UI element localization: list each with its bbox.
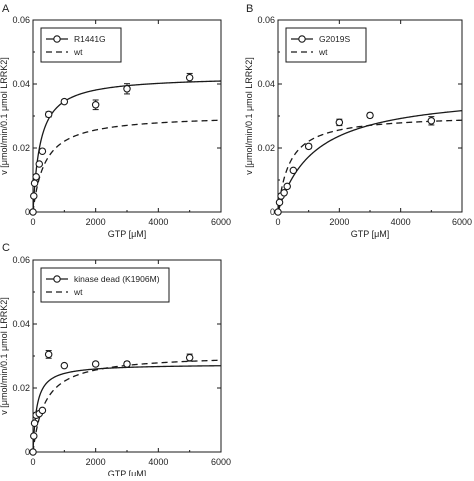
y-axis-label: v [μmol/min/0.1 μmol LRRK2] xyxy=(0,57,9,174)
data-point xyxy=(91,360,100,368)
y-tick-label: 0.04 xyxy=(257,79,275,89)
data-point xyxy=(185,353,194,362)
chart-panel-a: A 0 2000 4000 6000 0 0.02 0.04 0.06 GTP [μM] v [μm… xyxy=(0,3,231,239)
data-point xyxy=(304,142,313,151)
legend-label: R1441G xyxy=(74,34,106,44)
data-point xyxy=(123,85,131,93)
series-curve-mutant xyxy=(33,365,221,452)
data-point xyxy=(123,360,131,368)
y-tick-label: 0 xyxy=(270,207,275,217)
data-point xyxy=(274,208,282,216)
x-tick-label: 4000 xyxy=(391,217,411,227)
data-point xyxy=(185,73,194,82)
data-point xyxy=(35,160,44,168)
data-point xyxy=(60,97,69,106)
x-tick-label: 0 xyxy=(30,457,35,467)
data-point xyxy=(30,432,38,440)
y-tick-label: 0.04 xyxy=(12,319,30,329)
data-point xyxy=(366,111,374,120)
legend-label: G2019S xyxy=(319,34,351,44)
legend: kinase dead (K1906M) wt xyxy=(40,267,170,303)
y-tick-label: 0.06 xyxy=(257,15,275,25)
y-tick-label: 0.04 xyxy=(12,79,30,89)
legend-box xyxy=(40,27,122,63)
data-point xyxy=(30,192,38,200)
x-axis-label: GTP [μM] xyxy=(108,469,147,476)
legend-label: wt xyxy=(73,287,83,297)
data-point xyxy=(275,198,284,207)
chart-panel-c: C 0 2000 4000 6000 0 0.02 0.04 0.06 GTP [μM] v [μm… xyxy=(0,242,231,479)
y-tick-label: 0.06 xyxy=(12,15,30,25)
x-tick-label: 4000 xyxy=(148,217,168,227)
y-tick-label: 0.02 xyxy=(12,383,30,393)
panel-label: B xyxy=(246,3,253,15)
data-point xyxy=(38,406,47,415)
data-point xyxy=(289,166,298,175)
data-point xyxy=(91,101,100,109)
legend: G2019S wt xyxy=(285,27,367,63)
series-curve-wt xyxy=(33,119,221,212)
data-point xyxy=(335,118,344,127)
y-tick-label: 0.02 xyxy=(257,143,275,153)
chart-panel-b: B 0 2000 4000 6000 0 0.02 0.04 0.06 GTP [μM] v [μm… xyxy=(244,3,472,239)
x-tick-label: 0 xyxy=(275,217,280,227)
data-point xyxy=(29,208,37,216)
series-curve-wt xyxy=(278,119,462,212)
x-tick-label: 2000 xyxy=(86,457,106,467)
data-point xyxy=(44,350,53,359)
y-tick-label: 0.06 xyxy=(12,255,30,265)
data-point xyxy=(44,110,53,119)
data-point xyxy=(32,173,40,181)
x-tick-label: 6000 xyxy=(211,217,231,227)
legend-box xyxy=(40,267,170,303)
y-axis-label: v [μmol/min/0.1 μmol LRRK2] xyxy=(0,297,9,414)
legend-label: kinase dead (K1906M) xyxy=(74,274,160,284)
legend-label: wt xyxy=(318,47,328,57)
series-curve-mutant xyxy=(33,80,221,212)
legend-marker xyxy=(53,35,61,43)
legend-marker xyxy=(298,35,306,43)
legend: R1441G wt xyxy=(40,27,122,63)
data-point xyxy=(38,147,47,155)
x-tick-label: 6000 xyxy=(211,457,231,467)
x-tick-label: 2000 xyxy=(329,217,349,227)
panel-label: C xyxy=(2,242,10,254)
x-tick-label: 0 xyxy=(30,217,35,227)
x-tick-label: 4000 xyxy=(148,457,168,467)
legend-marker xyxy=(53,275,61,283)
data-point xyxy=(283,182,291,191)
x-tick-label: 2000 xyxy=(86,217,106,227)
legend-box xyxy=(285,27,367,63)
data-point xyxy=(30,179,39,187)
legend-label: wt xyxy=(73,47,83,57)
series-curve-wt xyxy=(33,359,221,452)
y-tick-label: 0 xyxy=(25,447,30,457)
panel-label: A xyxy=(2,3,10,15)
data-point xyxy=(427,117,436,125)
y-tick-label: 0 xyxy=(25,207,30,217)
x-axis-label: GTP [μM] xyxy=(351,229,390,239)
x-axis-label: GTP [μM] xyxy=(108,229,147,239)
data-point xyxy=(280,189,288,197)
data-point xyxy=(30,419,39,427)
y-axis-label: v [μmol/min/0.1 μmol LRRK2] xyxy=(244,57,254,174)
data-point xyxy=(60,361,69,370)
data-point xyxy=(29,448,37,456)
y-tick-label: 0.02 xyxy=(12,143,30,153)
x-tick-label: 6000 xyxy=(452,217,472,227)
